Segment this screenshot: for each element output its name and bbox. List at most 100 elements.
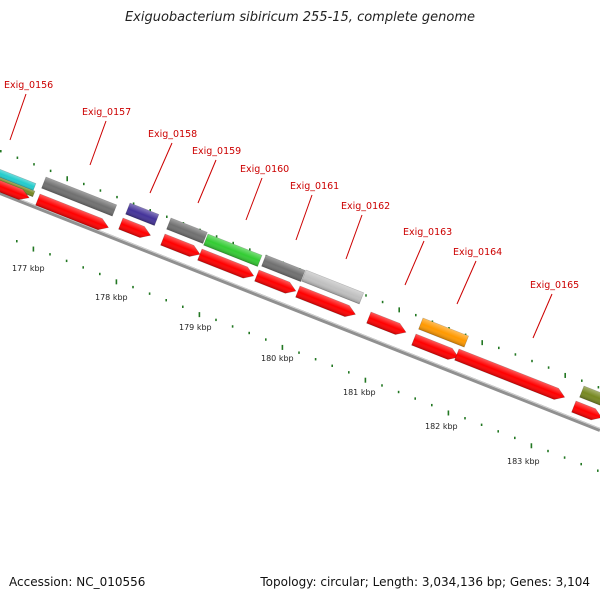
scale-tick — [132, 202, 135, 205]
cds-arrow — [571, 400, 600, 421]
cds-arrow — [35, 193, 109, 231]
cds-arrow — [197, 248, 255, 279]
gene-leader-line — [9, 93, 27, 141]
cds-arrow — [295, 285, 356, 317]
scale-label: 179 kbp — [179, 323, 212, 332]
scale-tick — [32, 246, 35, 252]
scale-tick — [16, 240, 18, 243]
scale-tick — [49, 253, 51, 256]
scale-tick — [215, 235, 218, 238]
scale-tick — [281, 344, 284, 350]
scale-label: 180 kbp — [261, 354, 294, 363]
scale-tick — [497, 430, 499, 433]
gene-leader-line — [345, 214, 363, 260]
gene-block — [203, 233, 263, 267]
scale-label: 182 kbp — [425, 422, 458, 431]
scale-label: 181 kbp — [343, 388, 376, 397]
scale-label: 177 kbp — [12, 264, 45, 273]
gene-block — [41, 176, 118, 217]
gene-label: Exig_0165 — [530, 280, 579, 291]
scale-tick — [0, 150, 2, 153]
scale-tick — [397, 390, 400, 394]
scale-tick — [99, 189, 102, 192]
scale-tick — [481, 340, 483, 346]
gene-block — [418, 317, 469, 348]
scale-tick — [66, 176, 68, 182]
scale-tick — [563, 456, 566, 459]
scale-tick — [530, 443, 533, 449]
scale-tick — [431, 320, 434, 323]
gene-labels: Exig_0156 Exig_0157 Exig_0158 Exig_0159 Exig… — [4, 80, 579, 339]
scale-tick — [298, 351, 300, 354]
scale-tick — [414, 397, 416, 400]
scale-tick — [464, 333, 467, 336]
gene-leader-line — [532, 293, 553, 339]
scale-tick — [132, 285, 134, 289]
cds-arrow — [254, 269, 297, 294]
cds-arrow — [0, 177, 30, 200]
genome-summary-text: Topology: circular; Length: 3,034,136 bp… — [260, 575, 590, 589]
cds-arrow — [118, 217, 152, 238]
gene-label: Exig_0163 — [403, 227, 452, 238]
scale-tick — [381, 384, 383, 387]
scale-tick — [547, 449, 549, 453]
scale-tick — [581, 379, 583, 382]
scale-labels: 177 kbp 178 kbp 179 kbp 180 kbp 181 kbp 182 k… — [12, 264, 540, 466]
gene-leader-line — [149, 142, 173, 194]
scale-tick — [597, 386, 600, 389]
scale-tick — [166, 215, 168, 218]
scale-tick — [431, 403, 433, 407]
cds-arrow — [411, 333, 459, 360]
gene-block — [125, 202, 160, 226]
scale-tick — [364, 377, 367, 383]
gene-leader-line — [89, 120, 107, 166]
scale-tick — [498, 346, 500, 350]
accession-text: Accession: NC_010556 — [9, 575, 146, 589]
map-title: Exiguobacterium sibiricum 255-15, comple… — [124, 10, 476, 25]
scale-tick — [564, 372, 566, 378]
gene-label: Exig_0157 — [82, 107, 131, 118]
gene-label: Exig_0159 — [192, 146, 241, 157]
scale-tick — [116, 195, 118, 199]
gene-leader-line — [245, 177, 263, 221]
scale-tick — [547, 366, 550, 369]
scale-tick — [83, 182, 85, 186]
scale-tick — [249, 248, 251, 251]
scale-tick — [314, 358, 317, 361]
scale-tick — [231, 325, 234, 328]
gene-block — [301, 269, 365, 305]
scale-tick — [49, 169, 52, 173]
scale-tick — [215, 318, 217, 322]
gene-label: Exig_0160 — [240, 164, 289, 175]
scale-tick — [165, 299, 167, 302]
scale-tick — [448, 327, 450, 330]
scale-tick — [365, 294, 367, 297]
scale-tick — [480, 423, 483, 426]
scale-tick — [514, 353, 517, 356]
cds-arrow — [366, 311, 407, 335]
scale-tick — [148, 292, 151, 295]
gene-label: Exig_0158 — [148, 129, 197, 140]
feature-track — [0, 166, 600, 421]
gene-label: Exig_0161 — [290, 181, 339, 192]
scale-tick — [115, 279, 118, 285]
gene-label: Exig_0156 — [4, 80, 53, 91]
scale-ticks — [0, 150, 600, 472]
scale-tick — [348, 371, 350, 374]
scale-tick — [398, 307, 400, 313]
scale-tick — [33, 163, 35, 166]
scale-tick — [82, 266, 84, 269]
scale-tick — [597, 469, 599, 472]
gene-label: Exig_0162 — [341, 201, 390, 212]
cds-arrow — [454, 348, 566, 400]
backbone-track — [0, 191, 600, 432]
gene-leader-line — [197, 159, 217, 204]
scale-tick — [16, 156, 19, 159]
scale-tick — [514, 436, 516, 440]
gene-block — [166, 217, 208, 244]
scale-tick — [464, 417, 466, 420]
scale-tick — [265, 338, 267, 341]
scale-tick — [331, 364, 333, 367]
gene-block — [261, 254, 306, 282]
scale-tick — [182, 305, 184, 308]
